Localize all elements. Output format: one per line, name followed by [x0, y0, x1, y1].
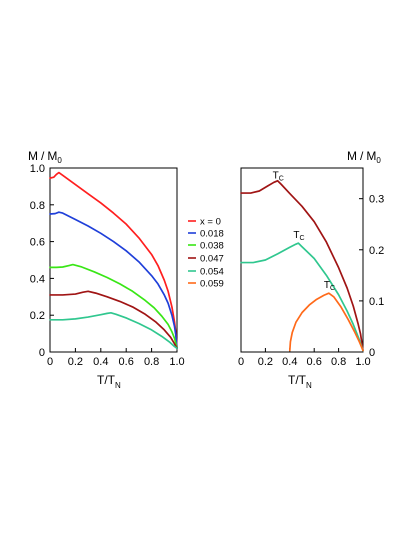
right-chart: M / M0 T/TN 0 0.2 0.4 0.6 0.8 1.000.10.20.3 TCT… [238, 149, 384, 390]
right-plot-frame [240, 167, 364, 353]
left-chart: M / M0 T/TN 0 0.2 0.4 0.6 0.8 1.0 0 0.2 0.4 0.6 0.8 1… [28, 149, 185, 390]
left-ytick-label: 1.0 [30, 163, 45, 175]
right-xtick-label: 0 [238, 356, 244, 368]
tc-annotation: TC [273, 170, 284, 182]
left-series-line [49, 311, 178, 350]
right-xtick-label: 0.8 [331, 356, 346, 368]
right-xtick-label: 0.2 [258, 356, 273, 368]
tc-annotation: TC [293, 230, 304, 242]
right-series-line [240, 179, 364, 352]
legend-label: 0.018 [200, 229, 224, 240]
legend-label: 0.038 [200, 241, 224, 252]
left-plot-frame [49, 167, 178, 353]
left-series-line [49, 290, 178, 350]
right-xtick-label: 0.6 [307, 356, 322, 368]
left-series-line [49, 211, 178, 350]
legend-label: x = 0 [200, 217, 221, 228]
legend-entry: 0.038 [188, 241, 224, 252]
left-ytick-label: 0 [39, 347, 45, 359]
left-ytick-label: 0.2 [30, 310, 45, 322]
right-xlabel: T/TN [288, 373, 312, 390]
tc-annotation: TC [324, 280, 335, 292]
left-ytick-label: 0.8 [30, 200, 45, 212]
left-ylabel: M / M0 [28, 149, 62, 165]
right-ytick-label: 0.2 [369, 245, 384, 257]
left-series-line [49, 263, 178, 350]
left-ytick-label: 0.6 [30, 237, 45, 249]
legend-entry: 0.059 [188, 279, 224, 290]
right-ytick-label: 0.3 [369, 194, 384, 206]
right-ytick-label: 0 [369, 347, 375, 359]
left-xtick-label: 0.8 [144, 356, 159, 368]
right-series-line [288, 292, 364, 352]
right-series-line [240, 242, 364, 352]
left-xtick-label: 0 [47, 356, 53, 368]
legend-entry: 0.054 [188, 267, 224, 278]
left-series-line [49, 171, 178, 350]
legend-label: 0.054 [200, 267, 224, 278]
legend-entry: 0.018 [188, 229, 224, 240]
legend: x = 0 0.018 0.038 0.047 0.054 0.059 [188, 217, 224, 290]
right-xtick-label: 1.0 [355, 356, 370, 368]
legend-entry: x = 0 [188, 217, 221, 228]
left-ytick-label: 0.4 [30, 273, 45, 285]
right-ytick-label: 0.1 [369, 296, 384, 308]
right-xtick-label: 0.4 [282, 356, 297, 368]
left-xlabel: T/TN [97, 373, 121, 390]
right-ylabel: M / M0 [347, 149, 381, 165]
left-xtick-label: 0.6 [119, 356, 134, 368]
left-xtick-label: 0.4 [93, 356, 108, 368]
legend-entry: 0.047 [188, 254, 224, 265]
legend-label: 0.059 [200, 279, 224, 290]
left-xtick-label: 0.2 [68, 356, 83, 368]
legend-label: 0.047 [200, 254, 224, 265]
left-xtick-label: 1.0 [169, 356, 184, 368]
